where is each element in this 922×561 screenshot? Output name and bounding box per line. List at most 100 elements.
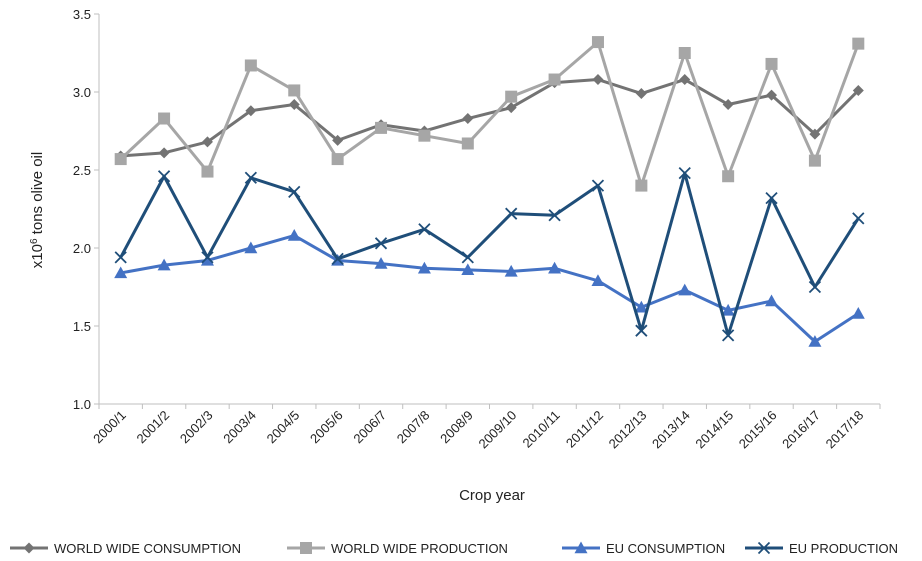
y-tick-label: 1.5 [73, 319, 91, 334]
data-point [635, 324, 648, 337]
marker-stroke [505, 207, 518, 220]
marker-stroke [331, 252, 344, 266]
data-point [505, 207, 518, 220]
data-point [158, 147, 170, 159]
data-point [461, 263, 475, 276]
y-tick-label: 2.0 [73, 241, 91, 256]
marker-stroke [244, 171, 257, 184]
y-tick-label: 2.5 [73, 163, 91, 178]
data-point [200, 253, 214, 266]
x-tick-label: 2006/7 [350, 408, 389, 447]
marker-stroke [808, 280, 822, 294]
x-tick-label: 2002/3 [177, 408, 216, 447]
legend-marker [757, 541, 771, 555]
legend-marker [300, 542, 312, 554]
data-point [679, 74, 691, 86]
marker-stroke [157, 170, 171, 183]
data-point [461, 251, 474, 264]
marker-stroke [288, 185, 301, 198]
x-tick-label: 2016/17 [779, 408, 823, 452]
x-tick-label: 2001/2 [133, 408, 172, 447]
legend-item-eu-production: EU PRODUCTION [745, 541, 898, 556]
marker-stroke [461, 251, 474, 264]
y-tick-label: 3.0 [73, 85, 91, 100]
x-axis: 2000/1 2001/2 2002/3 2003/4 2004/5 2005/6 2006… [90, 403, 881, 452]
legend-label: WORLD WIDE PRODUCTION [331, 541, 508, 556]
marker-stroke [678, 166, 691, 180]
plot-area [114, 36, 865, 347]
data-point [505, 102, 517, 114]
marker-stroke [591, 179, 605, 192]
marker-stroke [201, 251, 214, 264]
data-point [504, 264, 518, 277]
data-point [114, 251, 127, 264]
data-point [678, 166, 691, 180]
data-point [201, 136, 213, 148]
data-point [766, 89, 778, 101]
series-line [119, 40, 860, 188]
legend: WORLD WIDE CONSUMPTION WORLD WIDE PRODUCT… [10, 541, 898, 556]
legend-item-world-wide-production: WORLD WIDE PRODUCTION [287, 541, 508, 556]
data-point [808, 280, 822, 294]
y-axis-title: x106 tons olive oil [29, 152, 47, 268]
data-point [287, 229, 301, 241]
data-point [244, 59, 257, 72]
data-point [765, 191, 778, 205]
x-tick-label: 2012/13 [606, 408, 650, 452]
data-point [331, 252, 344, 266]
data-point [722, 170, 735, 183]
data-point [809, 128, 821, 140]
marker-stroke [757, 541, 771, 555]
x-tick-label: 2017/18 [823, 408, 867, 452]
data-point [851, 307, 865, 319]
data-point [808, 335, 822, 347]
series-line [120, 234, 860, 344]
data-point [288, 98, 300, 110]
data-point [462, 113, 474, 125]
legend-label: EU PRODUCTION [789, 541, 898, 556]
y-tick-label: 1.0 [73, 397, 91, 412]
data-point [852, 84, 864, 96]
data-point [722, 329, 735, 342]
data-point [505, 90, 518, 103]
data-point [331, 153, 344, 166]
data-point [288, 84, 301, 97]
data-point [635, 88, 647, 100]
series-world-wide-production [114, 36, 865, 192]
marker-stroke [374, 237, 388, 250]
data-point [852, 37, 865, 50]
data-point [721, 303, 735, 316]
legend-label: EU CONSUMPTION [606, 541, 725, 556]
data-point [548, 73, 561, 86]
x-tick-label: 2011/12 [563, 408, 606, 451]
data-point [678, 283, 692, 296]
marker-stroke [722, 329, 735, 342]
legend-item-world-wide-consumption: WORLD WIDE CONSUMPTION [10, 541, 241, 556]
data-point [548, 209, 561, 222]
data-point [591, 36, 604, 49]
data-point [765, 294, 779, 307]
data-point [591, 179, 605, 192]
data-point [418, 223, 431, 236]
data-point [765, 57, 778, 70]
series-line [120, 78, 860, 158]
y-axis: 1.0 1.5 2.0 2.5 3.0 3.5 [73, 7, 100, 412]
x-tick-label: 2004/5 [264, 408, 303, 447]
data-point [245, 105, 257, 117]
data-point [288, 185, 301, 198]
data-point [635, 179, 648, 192]
x-tick-label: 2010/11 [520, 408, 563, 451]
data-point [634, 300, 648, 313]
data-point [157, 258, 171, 271]
data-point [201, 251, 214, 264]
x-tick-label: 2014/15 [692, 408, 736, 452]
x-tick-label: 2005/6 [307, 408, 346, 447]
x-tick-label: 2009/10 [475, 408, 519, 452]
marker-stroke [852, 212, 865, 225]
data-point [678, 47, 691, 59]
x-tick-label: 2007/8 [394, 408, 433, 447]
data-point [114, 266, 128, 279]
data-point [591, 274, 605, 286]
data-point [244, 241, 258, 254]
legend-item-eu-consumption: EU CONSUMPTION [562, 541, 725, 556]
